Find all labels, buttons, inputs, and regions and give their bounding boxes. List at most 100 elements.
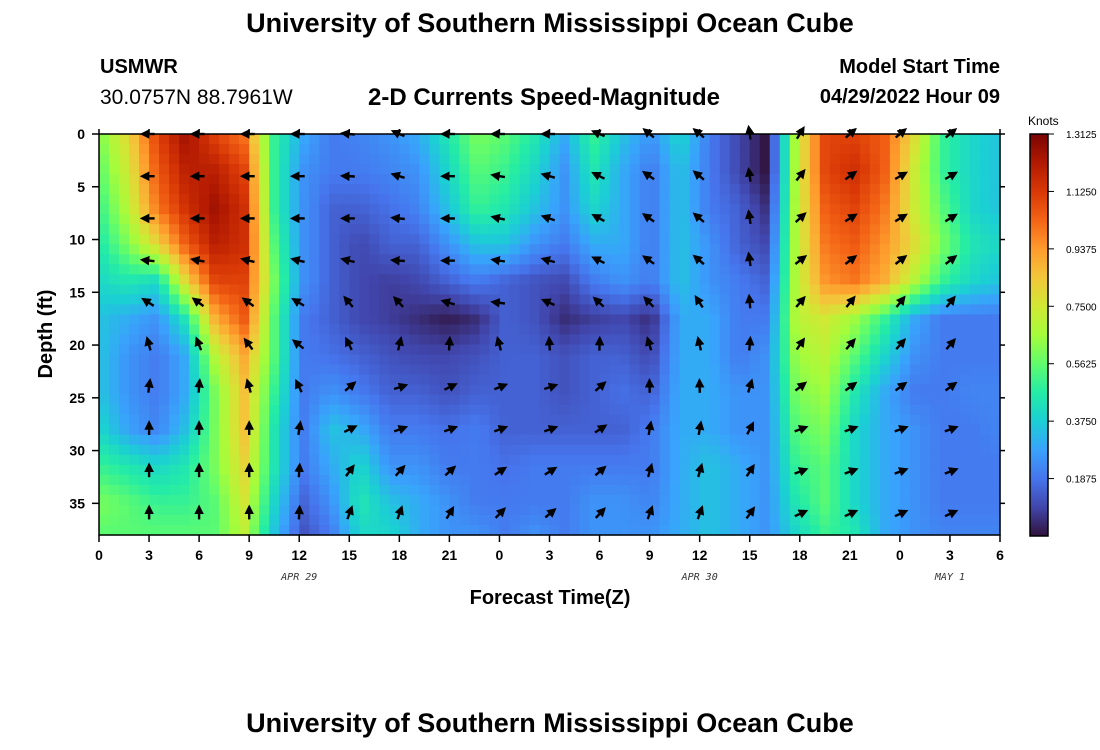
heatmap-cell [329,154,340,165]
heatmap-cell [149,434,160,446]
heatmap-cell [749,154,761,165]
heatmap-cell [759,274,771,285]
current-vector-arrow [594,424,608,434]
heatmap-cell [329,394,340,406]
heatmap-cell [609,514,621,526]
heatmap-cell [929,194,941,205]
heatmap-cell [549,194,561,205]
heatmap-cell [869,244,881,255]
heatmap-cell [739,494,751,506]
heatmap-cell [369,464,380,476]
heatmap-cell [209,334,220,346]
heatmap-cell [339,334,350,346]
heatmap-cell [869,204,881,215]
heatmap-cell [719,204,731,215]
heatmap-cell [819,234,831,245]
heatmap-cell [829,424,841,436]
heatmap-cell [809,144,821,155]
heatmap-cell [579,164,591,175]
heatmap-cell [549,314,561,326]
heatmap-cell [969,454,981,466]
heatmap-cell [349,274,360,285]
heatmap-cell [619,264,631,275]
heatmap-cell [819,184,831,195]
heatmap-cell [989,474,1001,486]
current-vector-arrow [944,171,959,181]
heatmap-cell [669,244,681,255]
heatmap-cell [169,294,180,306]
heatmap-cell [959,184,971,195]
heatmap-cell [829,334,841,346]
heatmap-cell [949,214,961,225]
heatmap-cell [919,364,931,376]
heatmap-cell [549,254,561,265]
heatmap-cell [729,324,741,336]
heatmap-cell [109,514,120,526]
heatmap-cell [389,164,400,175]
heatmap-cell [209,484,220,496]
heatmap-cell [289,224,300,235]
heatmap-cell [409,434,420,446]
heatmap-cell [319,364,330,376]
heatmap-cell [419,174,430,185]
heatmap-cell [499,364,511,376]
heatmap-cell [919,454,931,466]
heatmap-cell [809,434,821,446]
heatmap-cell [789,484,801,496]
heatmap-cell [419,494,430,506]
heatmap-cell [799,514,811,526]
heatmap-cell [879,154,891,165]
heatmap-cell [99,244,110,255]
heatmap-cell [969,464,981,476]
heatmap-cell [859,384,871,396]
heatmap-cell [289,244,300,255]
heatmap-cell [479,184,491,195]
heatmap-cell [559,394,571,406]
heatmap-cell [679,354,691,366]
heatmap-cell [469,174,481,185]
heatmap-cell [679,384,691,396]
heatmap-cell [279,184,290,195]
heatmap-cell [619,494,631,506]
heatmap-cell [169,334,180,346]
heatmap-cell [189,154,200,165]
heatmap-cell [219,424,230,436]
heatmap-cell [119,284,130,296]
heatmap-cell [239,324,250,336]
heatmap-cell [669,384,681,396]
heatmap-cell [929,364,941,376]
heatmap-cell [119,184,130,195]
heatmap-cell [149,474,160,486]
heatmap-cell [969,364,981,376]
heatmap-cell [119,164,130,175]
heatmap-cell [699,364,711,376]
heatmap-cell [299,464,310,476]
heatmap-cell [869,374,881,386]
heatmap-cell [99,354,110,366]
heatmap-cell [909,284,921,296]
x-tick-label: 9 [646,547,654,563]
heatmap-cell [439,194,450,205]
heatmap-cell [259,224,270,235]
heatmap-cell [419,324,430,336]
heatmap-cell [739,384,751,396]
heatmap-cell [439,244,450,255]
heatmap-cell [419,214,430,225]
heatmap-cell [489,214,501,225]
heatmap-cell [389,494,400,506]
heatmap-cell [749,244,761,255]
heatmap-cell [769,254,781,265]
heatmap-cell [269,404,280,416]
current-vector-arrow [944,509,959,519]
heatmap-cell [99,294,110,306]
heatmap-cell [409,234,420,245]
current-vector-arrow [844,425,859,435]
heatmap-cell [749,494,761,506]
heatmap-cell [679,364,691,376]
heatmap-cell [539,244,551,255]
heatmap-cell [579,344,591,356]
x-tick-label: 3 [145,547,153,563]
heatmap-cell [569,254,581,265]
heatmap-cell [779,474,791,486]
heatmap-cell [789,304,801,316]
